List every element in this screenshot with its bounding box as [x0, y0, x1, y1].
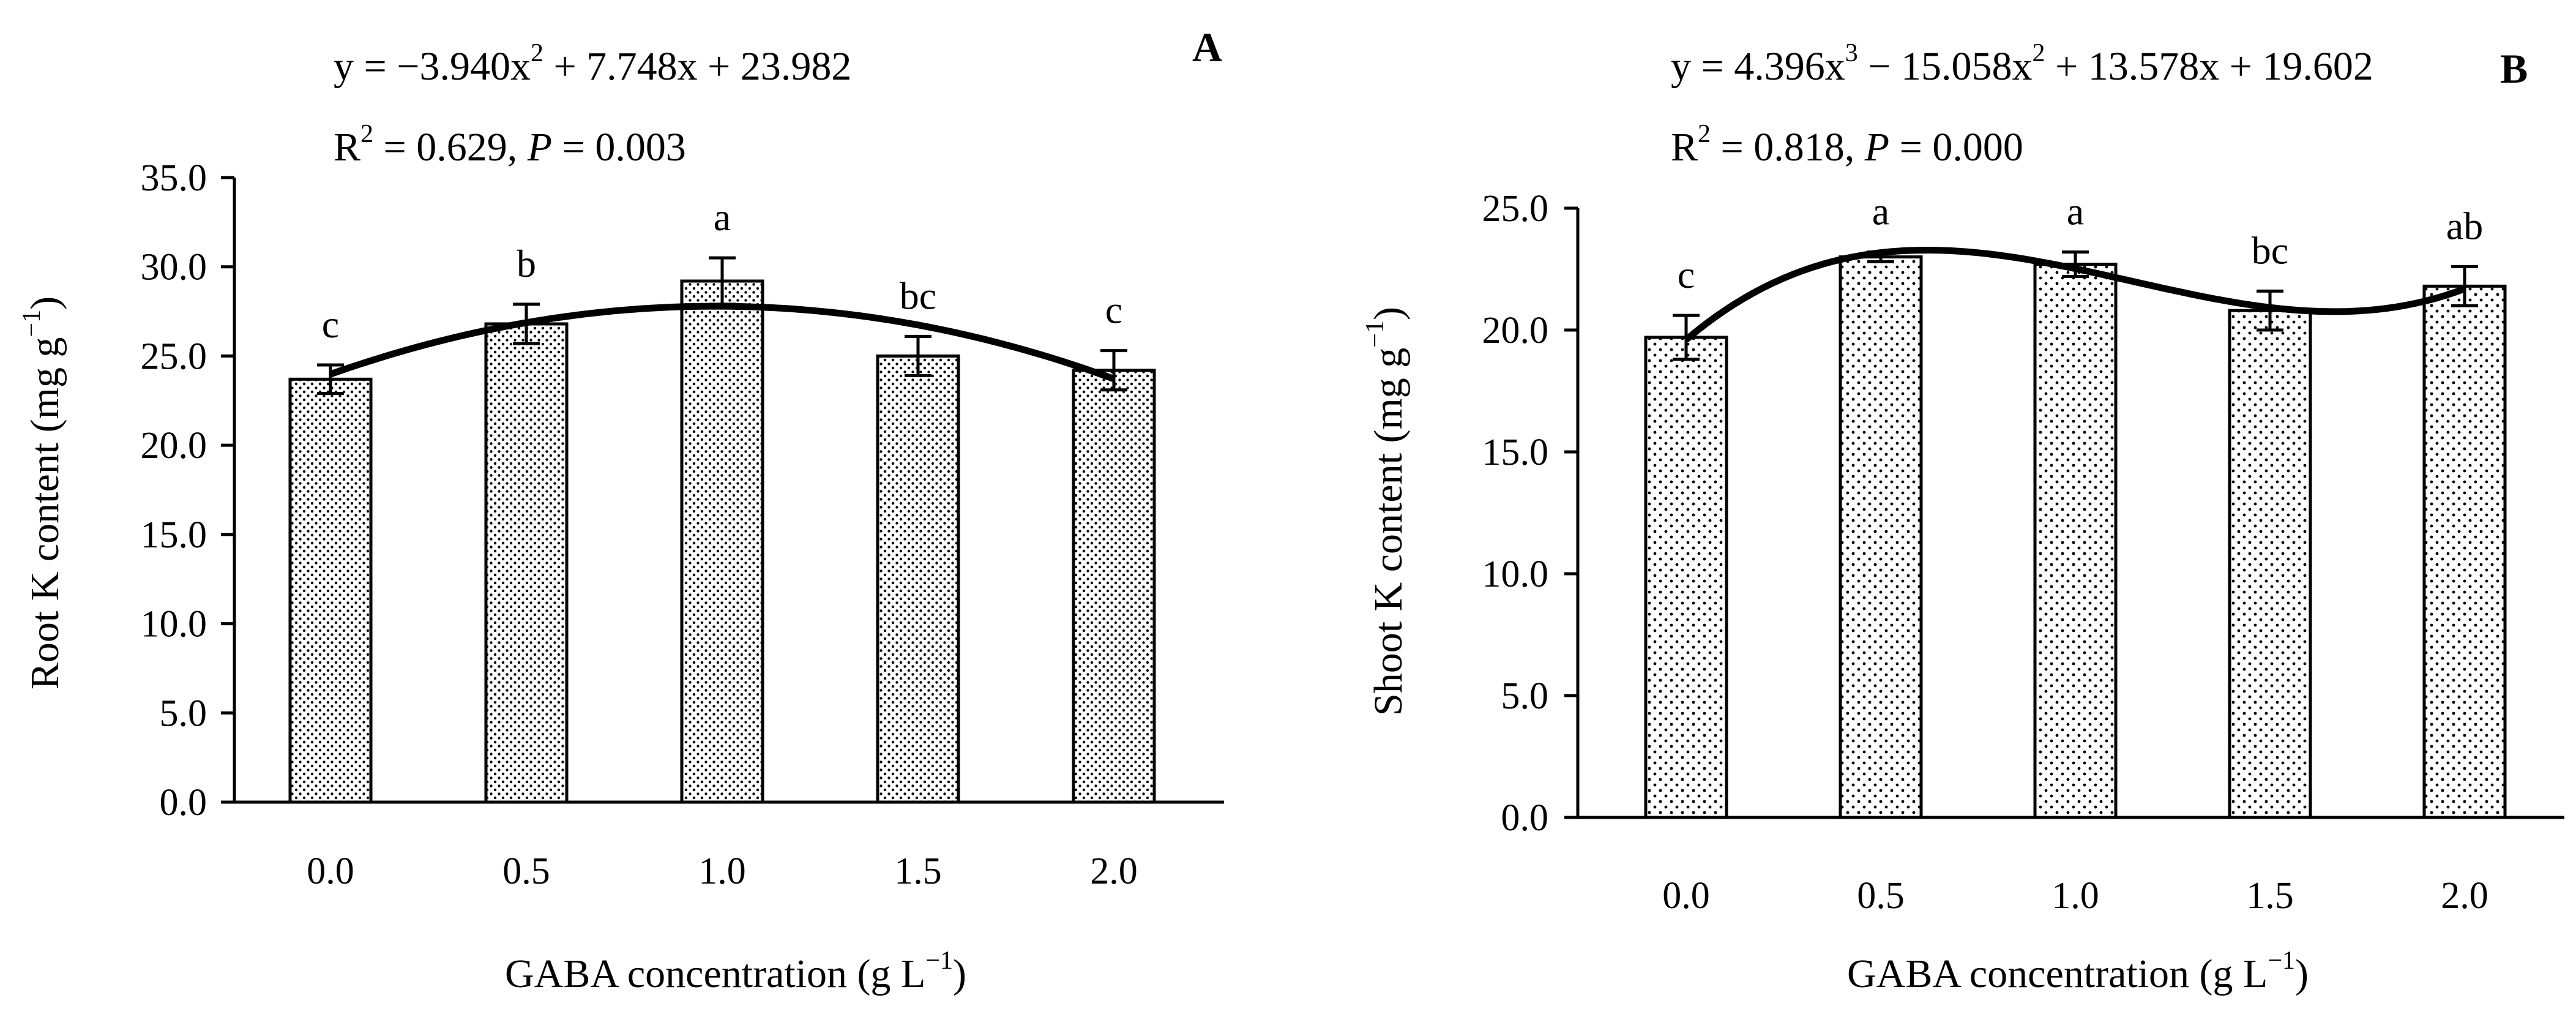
error-bar	[2451, 265, 2478, 307]
panel-b-equation: y = 4.396x3 − 15.058x2 + 13.578x + 19.60…	[1671, 39, 2373, 89]
significance-letter: c	[322, 302, 339, 346]
panel-a-x-axis-title: GABA concentration (g L−1)	[505, 947, 966, 996]
bar	[1839, 255, 1923, 819]
x-tick-label: 2.0	[2441, 875, 2488, 917]
error-bar	[905, 334, 931, 377]
error-bar	[2257, 289, 2283, 332]
panel-a-y-ticks: 0.0 5.0 10.0 15.0 20.0 25.0 30.0 35.0	[141, 157, 234, 824]
error-bar	[513, 302, 540, 345]
x-tick-label: 0.5	[502, 851, 550, 892]
y-tick-label: 10.0	[141, 604, 207, 645]
y-tick-label: 0.0	[1501, 797, 1549, 839]
bar	[484, 322, 569, 804]
y-tick-label: 20.0	[141, 425, 207, 467]
x-tick-label: 1.5	[894, 851, 942, 892]
panel-a-bars	[288, 279, 1156, 804]
x-tick-label: 1.5	[2246, 875, 2294, 917]
error-bar	[2062, 250, 2089, 278]
y-tick-label: 5.0	[160, 693, 207, 734]
bar	[2033, 263, 2118, 819]
x-tick-label: 0.0	[1662, 875, 1710, 917]
panel-b: y = 4.396x3 − 15.058x2 + 13.578x + 19.60…	[1361, 39, 2564, 996]
y-tick-label: 10.0	[1482, 554, 1549, 595]
x-tick-label: 1.0	[2051, 875, 2099, 917]
y-tick-label: 15.0	[141, 514, 207, 556]
x-tick-label: 2.0	[1090, 851, 1138, 892]
bar	[1644, 336, 1728, 819]
x-tick-label: 0.0	[307, 851, 354, 892]
error-bar	[1867, 250, 1894, 264]
bar	[288, 377, 373, 804]
significance-letter: a	[1872, 190, 1889, 233]
error-bar	[317, 363, 344, 396]
significance-letter: c	[1105, 288, 1122, 332]
x-tick-label: 0.5	[1857, 875, 1905, 917]
significance-letter: c	[1678, 253, 1695, 296]
panel-b-y-axis-title: Shoot K content (mg g−1)	[1361, 307, 1411, 716]
bar	[2422, 284, 2507, 819]
panel-b-x-ticks: 0.0 0.5 1.0 1.5 2.0	[1662, 875, 2488, 917]
panel-a-axes	[221, 178, 1224, 804]
bar	[680, 279, 764, 804]
panel-a-fit-curve	[329, 302, 1115, 382]
panel-b-bars	[1644, 255, 2507, 819]
y-tick-label: 25.0	[1482, 188, 1549, 230]
panel-b-significance-letters: c a a bc ab	[1678, 190, 2483, 296]
significance-letter: ab	[2446, 205, 2483, 248]
y-tick-label: 20.0	[1482, 310, 1549, 351]
significance-letter: a	[2067, 190, 2084, 233]
panel-b-stats: R2 = 0.818, P = 0.000	[1671, 120, 2023, 170]
bar	[1072, 369, 1156, 804]
panel-a-label: A	[1192, 24, 1222, 70]
error-bar	[1100, 349, 1127, 392]
y-tick-label: 15.0	[1482, 432, 1549, 473]
panel-a-x-ticks: 0.0 0.5 1.0 1.5 2.0	[307, 851, 1138, 892]
significance-letter: bc	[900, 274, 936, 317]
bar	[2228, 309, 2312, 819]
panel-a: y = −3.940x2 + 7.748x + 23.982 R2 = 0.62…	[18, 24, 1224, 996]
y-tick-label: 0.0	[160, 782, 207, 824]
panel-a-significance-letters: c b a bc c	[322, 195, 1122, 346]
panel-a-equation: y = −3.940x2 + 7.748x + 23.982	[334, 39, 851, 89]
panel-b-label: B	[2500, 45, 2528, 92]
significance-letter: a	[714, 195, 731, 239]
error-bar	[1673, 314, 1700, 361]
error-bar	[709, 256, 736, 306]
y-tick-label: 30.0	[141, 247, 207, 288]
panel-b-x-axis-title: GABA concentration (g L−1)	[1847, 947, 2309, 996]
panel-a-stats: R2 = 0.629, P = 0.003	[334, 120, 686, 170]
y-tick-label: 25.0	[141, 336, 207, 377]
significance-letter: b	[517, 242, 536, 285]
y-tick-label: 35.0	[141, 157, 207, 199]
panel-a-error-bars	[317, 256, 1127, 396]
x-tick-label: 1.0	[698, 851, 746, 892]
panel-b-error-bars	[1673, 250, 2478, 361]
significance-letter: bc	[2252, 228, 2288, 272]
bar	[876, 354, 960, 804]
panel-b-axes	[1564, 208, 2564, 819]
panel-b-y-ticks: 0.0 5.0 10.0 15.0 20.0 25.0	[1482, 188, 1578, 839]
y-tick-label: 5.0	[1501, 675, 1549, 717]
panel-a-y-axis-title: Root K content (mg g−1)	[18, 296, 67, 689]
